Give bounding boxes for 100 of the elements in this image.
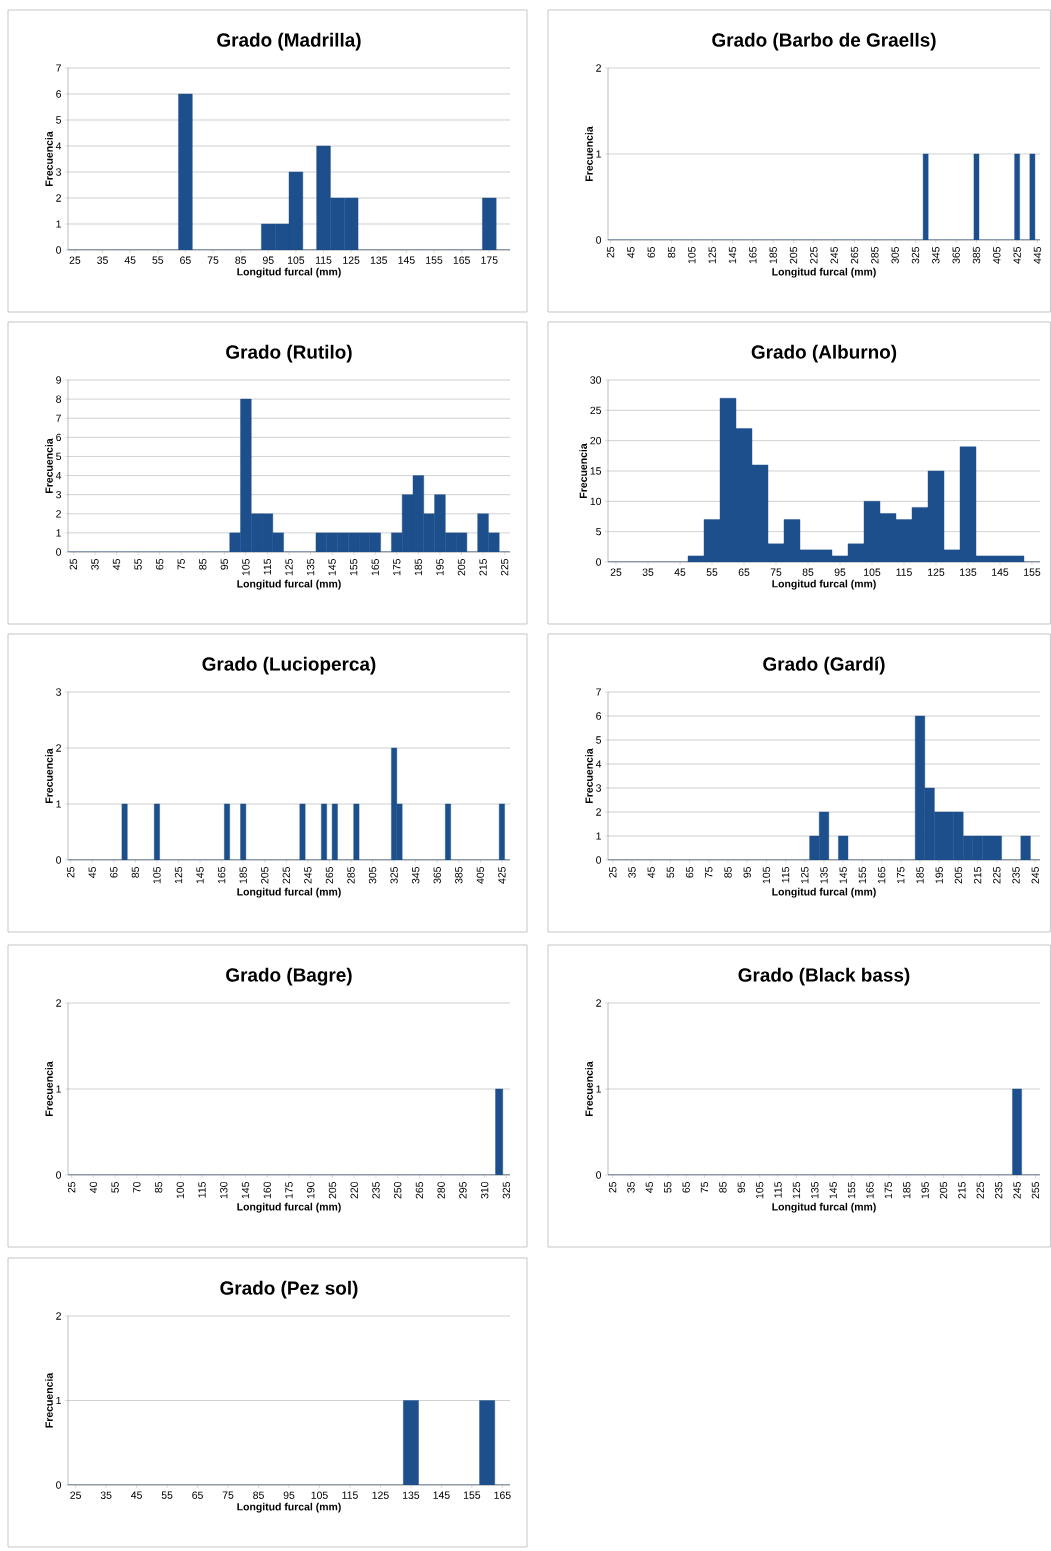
x-tick-label: 45: [112, 558, 121, 570]
y-tick-label: 1: [56, 220, 61, 228]
y-tick-label: 3: [56, 168, 62, 176]
x-tick-label: 145: [241, 1181, 250, 1199]
y-tick-label: 10: [590, 497, 602, 506]
x-tick-label: 85: [724, 866, 732, 878]
x-tick-label: 365: [433, 866, 441, 884]
x-tick-label: 175: [481, 256, 498, 264]
chart-title: Grado (Barbo de Graells): [712, 32, 936, 51]
x-tick-label: 105: [864, 568, 881, 576]
x-tick-label: 35: [628, 866, 636, 878]
x-tick-label: 250: [393, 1181, 402, 1199]
x-tick-label: 105: [153, 866, 161, 884]
x-tick-label: 225: [810, 246, 818, 264]
y-tick-label: 4: [55, 142, 62, 150]
y-tick-label: 0: [56, 548, 62, 556]
x-tick-label: 225: [282, 866, 291, 884]
y-tick-label: 5: [596, 528, 602, 536]
x-tick-label: 155: [847, 1181, 856, 1199]
x-tick-label: 165: [371, 558, 379, 576]
x-tick-label: 255: [1031, 1181, 1040, 1199]
x-tick-label: 25: [609, 866, 617, 878]
x-axis-title: Longitud furcal (mm): [237, 267, 341, 278]
y-tick-label: 15: [590, 467, 602, 475]
x-tick-label: 265: [415, 1181, 424, 1199]
x-tick-label: 165: [877, 866, 886, 884]
x-tick-label: 185: [769, 246, 777, 264]
x-tick-label: 145: [839, 866, 847, 884]
x-tick-label: 135: [403, 1491, 420, 1499]
x-tick-label: 115: [198, 1181, 206, 1198]
x-tick-label: 145: [196, 866, 204, 884]
x-tick-label: 235: [372, 1181, 380, 1199]
x-tick-label: 65: [685, 866, 694, 878]
x-tick-label: 115: [315, 256, 332, 264]
x-tick-label: 280: [437, 1181, 445, 1199]
x-tick-label: 55: [706, 568, 718, 576]
chart-title: Grado (Lucioperca): [202, 656, 376, 675]
y-tick-label: 7: [596, 688, 601, 696]
x-tick-label: 55: [152, 256, 164, 264]
x-tick-label: 85: [802, 568, 814, 576]
x-tick-label: 75: [207, 256, 219, 264]
x-tick-label: 145: [829, 1181, 837, 1199]
x-tick-label: 205: [261, 866, 269, 884]
y-tick-label: 1: [596, 832, 601, 840]
x-tick-label: 40: [89, 1181, 98, 1193]
x-tick-label: 225: [976, 1181, 984, 1199]
y-axis-title: Frecuencia: [579, 443, 588, 498]
x-tick-label: 25: [69, 256, 81, 264]
x-tick-label: 95: [737, 1181, 745, 1193]
chart-title: Grado (Gardí): [763, 656, 885, 675]
x-tick-label: 425: [1013, 246, 1021, 264]
x-tick-label: 85: [154, 1181, 163, 1193]
x-tick-label: 145: [728, 246, 737, 264]
x-tick-label: 25: [69, 558, 78, 570]
y-axis-title: Frecuencia: [585, 748, 593, 803]
y-tick-label: 2: [596, 64, 601, 72]
x-tick-label: 105: [688, 246, 696, 264]
y-tick-label: 0: [596, 558, 602, 566]
x-tick-label: 425: [498, 866, 506, 884]
x-tick-label: 190: [307, 1181, 315, 1199]
x-tick-label: 25: [608, 1181, 617, 1193]
chart-title: Grado (Alburno): [751, 344, 897, 363]
x-tick-label: 75: [177, 558, 185, 570]
x-tick-label: 125: [708, 246, 716, 264]
x-tick-label: 365: [952, 246, 960, 264]
x-axis-title: Longitud furcal (mm): [237, 579, 341, 590]
x-tick-label: 70: [133, 1181, 141, 1193]
y-tick-label: 2: [56, 1312, 61, 1320]
y-tick-label: 0: [56, 246, 62, 254]
x-tick-label: 175: [897, 866, 905, 884]
x-tick-label: 185: [414, 558, 423, 576]
y-axis-title: Frecuencia: [45, 1061, 53, 1116]
x-tick-label: 245: [1013, 1181, 1021, 1199]
x-tick-label: 55: [666, 866, 675, 878]
x-tick-label: 185: [916, 866, 924, 884]
x-tick-label: 445: [1033, 246, 1042, 264]
x-tick-label: 145: [328, 558, 336, 576]
y-tick-label: 20: [590, 436, 602, 445]
x-tick-label: 65: [682, 1181, 690, 1193]
x-tick-label: 405: [476, 866, 485, 884]
x-tick-label: 75: [222, 1491, 234, 1499]
x-tick-label: 25: [70, 1491, 81, 1499]
y-tick-label: 1: [56, 1396, 61, 1405]
x-tick-label: 55: [134, 558, 142, 570]
x-tick-label: 115: [896, 568, 912, 576]
x-tick-label: 165: [453, 256, 470, 264]
x-tick-label: 115: [781, 866, 790, 883]
x-tick-label: 85: [131, 866, 140, 878]
x-tick-label: 105: [287, 256, 305, 264]
x-tick-label: 105: [762, 866, 771, 884]
y-tick-label: 4: [55, 471, 62, 480]
x-tick-label: 35: [97, 256, 108, 264]
x-tick-label: 205: [328, 1181, 337, 1199]
x-tick-label: 35: [627, 1181, 635, 1193]
chart-title: Grado (Madrilla): [217, 32, 361, 51]
x-tick-label: 125: [285, 558, 293, 576]
x-tick-label: 65: [738, 568, 750, 576]
y-tick-label: 2: [596, 808, 601, 816]
y-axis-title: Frecuencia: [45, 1372, 53, 1428]
x-tick-label: 55: [111, 1181, 119, 1193]
